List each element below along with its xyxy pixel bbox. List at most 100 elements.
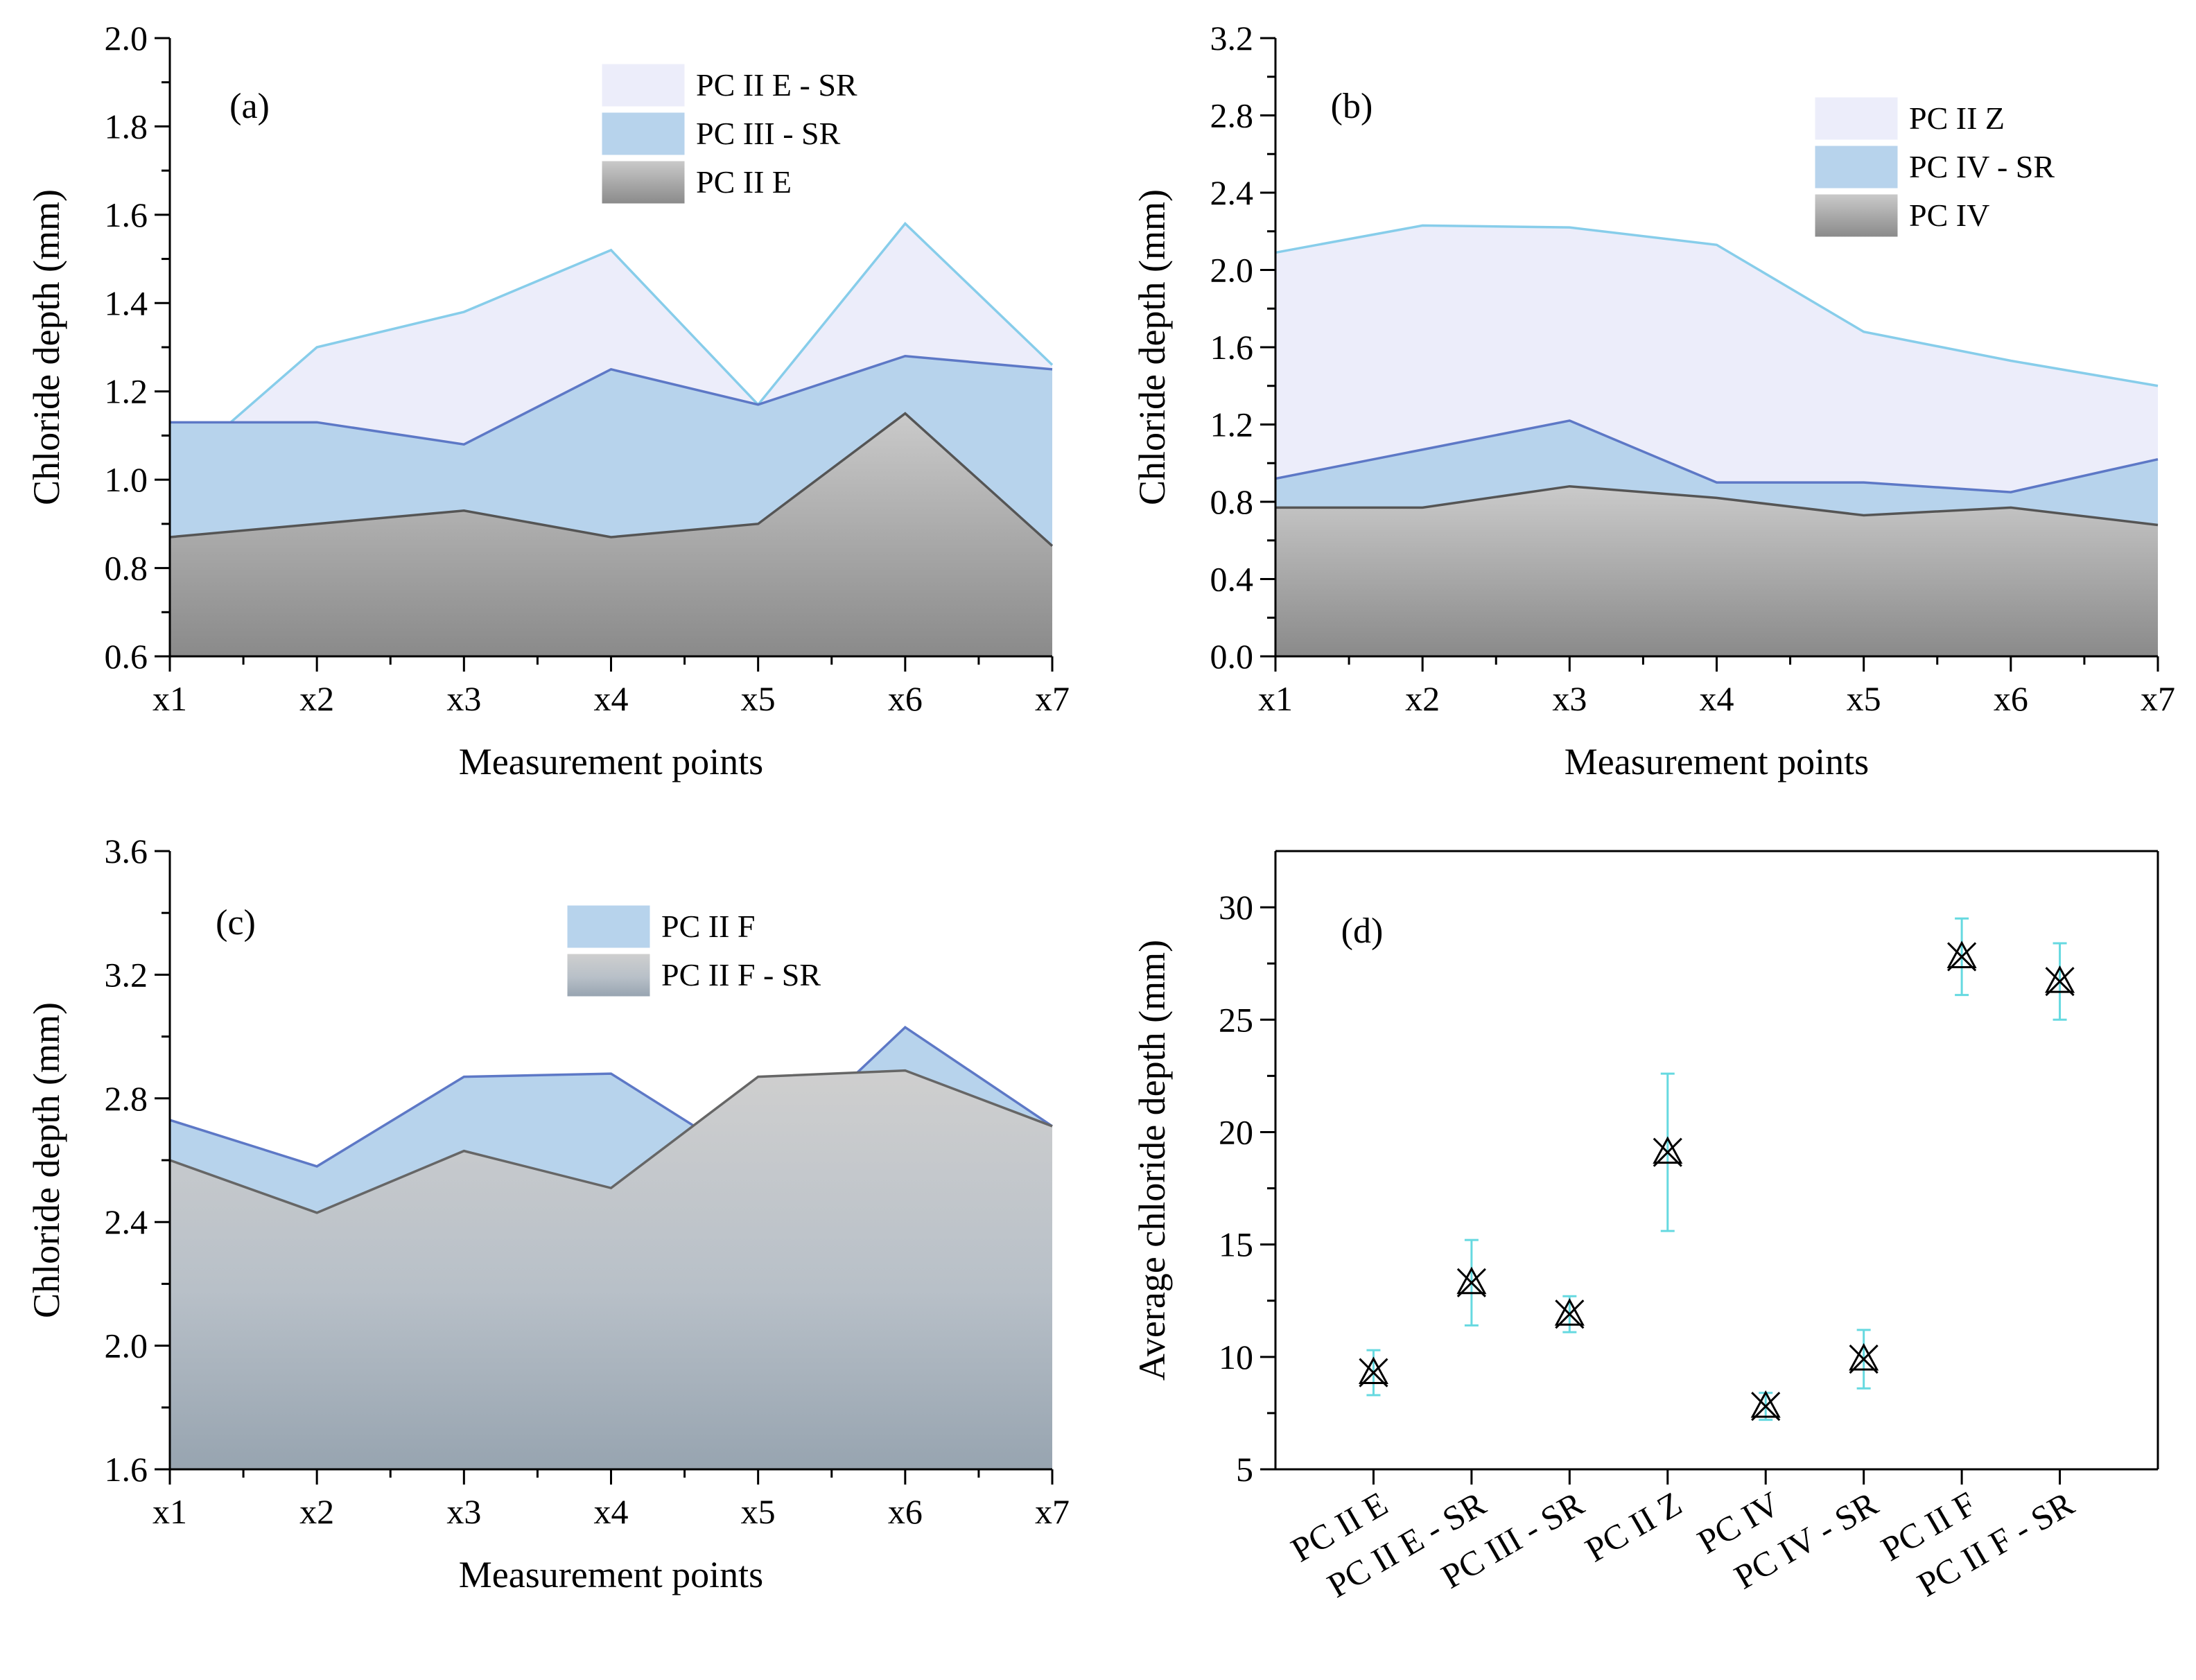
x-tick-label: x7	[2141, 679, 2175, 718]
x-tick-label: x5	[741, 1492, 776, 1531]
x-tick-label: x7	[1035, 1492, 1070, 1531]
y-axis-label: Chloride depth (mm)	[26, 1002, 67, 1318]
y-tick-label: 3.2	[1210, 19, 1254, 58]
x-tick-label: x5	[741, 679, 776, 718]
y-tick-label: 15	[1219, 1225, 1253, 1264]
y-tick-label: 1.2	[105, 372, 148, 411]
y-tick-label: 2.0	[105, 1327, 148, 1365]
data-point	[1750, 1390, 1781, 1421]
x-tick-label: x2	[299, 1492, 334, 1531]
y-tick-label: 1.6	[105, 195, 148, 234]
y-tick-label: 3.6	[105, 832, 148, 870]
legend-swatch	[1814, 193, 1899, 238]
x-tick-label: x3	[1552, 679, 1587, 718]
x-tick-label: x4	[594, 679, 629, 718]
area-series-3	[170, 413, 1052, 656]
area-line-1	[1275, 224, 2159, 387]
y-tick-label: 0.8	[105, 549, 148, 588]
y-tick-label: 25	[1219, 1000, 1253, 1039]
y-tick-label: 10	[1219, 1338, 1253, 1376]
x-axis-label: Measurement points	[1565, 741, 1869, 782]
data-point	[1653, 1136, 1683, 1167]
legend-swatch	[601, 63, 686, 107]
panel-label: (a)	[229, 87, 270, 126]
y-axis-label: Chloride depth (mm)	[26, 189, 67, 505]
area-line-1	[169, 1025, 1053, 1169]
legend-label: PC II E	[696, 164, 792, 200]
x-tick-label: x2	[1405, 679, 1440, 718]
panel-c: x1 x2 x3 x4 x5 x6 x7 Measurement points PC II F P…	[26, 832, 1070, 1595]
legend-label: PC IV - SR	[1909, 149, 2055, 184]
y-tick-label: 2.0	[105, 19, 148, 58]
legend-swatch	[1814, 145, 1899, 189]
x-tick-label: x6	[888, 1492, 923, 1531]
y-tick-label: 1.2	[1210, 405, 1254, 444]
area-series-2	[170, 1070, 1052, 1469]
legend-label: PC II Z	[1909, 100, 2005, 136]
x-tick-label: x2	[299, 679, 334, 718]
y-axis-label: Chloride depth (mm)	[1131, 189, 1173, 505]
y-tick-label: 2.4	[105, 1202, 148, 1241]
x-tick-label: x3	[446, 1492, 481, 1531]
x-tick-label: x4	[1700, 679, 1734, 718]
legend-label: PC II E - SR	[696, 67, 857, 103]
x-tick-label: x7	[1035, 679, 1070, 718]
y-tick-label: 1.6	[1210, 328, 1254, 367]
y-tick-label: 1.6	[105, 1450, 148, 1489]
x-tick-label: x1	[152, 1492, 187, 1531]
area-line-3	[169, 412, 1054, 548]
y-tick-label: 2.8	[1210, 96, 1254, 135]
x-tick-label: x6	[888, 679, 923, 718]
y-tick-label: 2.4	[1210, 173, 1254, 212]
legend-label: PC IV	[1909, 198, 1989, 233]
area-line-2	[1275, 419, 2159, 493]
area-line-3	[1275, 484, 2159, 527]
legend-swatch	[1814, 96, 1899, 141]
y-tick-label: 0.4	[1210, 560, 1254, 599]
x-axis-label: Measurement points	[459, 1554, 763, 1595]
data-point	[2045, 965, 2075, 997]
legend-swatch	[566, 904, 651, 949]
x-tick-label: x6	[1994, 679, 2028, 718]
area-line-2	[170, 354, 1053, 446]
panel-label: (c)	[216, 903, 256, 943]
data-point	[1358, 1356, 1388, 1388]
y-tick-label: 1.0	[105, 460, 148, 499]
x-tick-label: x1	[152, 679, 187, 718]
x-tick-label: x3	[446, 679, 481, 718]
legend-label: PC II F - SR	[661, 957, 821, 992]
panel-b: x1 x2 x3 x4 x5 x6 x7 Measurement points PC II Z P…	[1131, 19, 2175, 782]
legend-swatch	[601, 112, 686, 156]
legend-label: PC II F	[661, 909, 755, 944]
y-tick-label: 2.8	[105, 1079, 148, 1118]
panel-a: x1 x2 x3 x4 x5 x6 x7 Measurement points PC II E …	[26, 19, 1070, 782]
y-tick-label: 20	[1219, 1112, 1253, 1151]
y-tick-label: 5	[1236, 1450, 1253, 1489]
y-tick-label: 1.8	[105, 107, 148, 146]
y-tick-label: 30	[1219, 888, 1253, 927]
y-tick-label: 2.0	[1210, 251, 1254, 290]
y-tick-label: 1.4	[105, 283, 148, 322]
data-point	[1456, 1266, 1487, 1297]
data-point	[1946, 940, 1977, 972]
legend-swatch	[601, 160, 686, 204]
legend-label: PC III - SR	[696, 116, 841, 151]
y-axis-label: Average chloride depth (mm)	[1131, 940, 1173, 1381]
y-tick-label: 0.6	[105, 637, 148, 676]
area-line-2	[169, 1069, 1053, 1214]
y-tick-label: 3.2	[105, 955, 148, 994]
y-tick-label: 0.0	[1210, 637, 1254, 676]
x-tick-label: x4	[594, 1492, 629, 1531]
x-axis-label: Measurement points	[459, 741, 763, 782]
area-line-1	[168, 222, 1054, 477]
data-point	[1849, 1342, 1879, 1374]
x-tick-label: x5	[1847, 679, 1881, 718]
y-tick-label: 0.8	[1210, 482, 1254, 521]
area-series-3	[1275, 486, 2158, 656]
x-tick-label: x1	[1258, 679, 1293, 718]
panel-label: (d)	[1341, 911, 1384, 951]
data-point	[1554, 1298, 1585, 1329]
